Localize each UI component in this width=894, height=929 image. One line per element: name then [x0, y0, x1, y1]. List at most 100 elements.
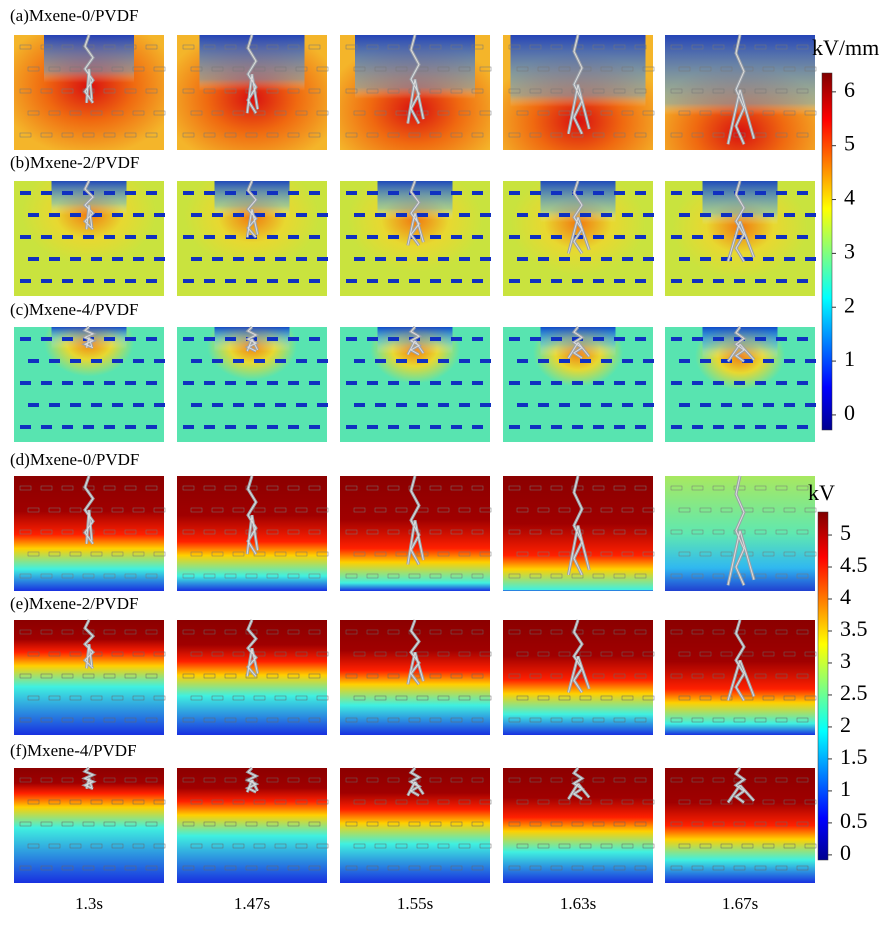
filler	[614, 279, 625, 283]
filler	[593, 337, 604, 341]
filler	[104, 425, 115, 429]
panel	[340, 619, 492, 735]
filler	[266, 44, 279, 50]
filler	[133, 213, 144, 217]
filler	[132, 110, 145, 116]
filler	[670, 529, 683, 535]
filler	[133, 359, 144, 363]
filler	[388, 425, 399, 429]
filler	[245, 485, 258, 491]
filler	[295, 843, 308, 849]
filler	[600, 843, 613, 849]
filler	[754, 865, 767, 871]
filler	[61, 132, 74, 138]
filler	[550, 88, 563, 94]
filler	[593, 279, 604, 283]
filler	[530, 279, 541, 283]
filler	[19, 629, 32, 635]
panel	[665, 475, 817, 591]
filler	[755, 279, 766, 283]
filler	[395, 843, 408, 849]
filler	[145, 673, 158, 679]
filler	[516, 507, 529, 513]
filler	[374, 695, 387, 701]
filler	[479, 551, 492, 557]
filler	[634, 88, 647, 94]
filler	[517, 359, 528, 363]
filler	[124, 573, 137, 579]
filler	[775, 132, 788, 138]
filler	[713, 337, 724, 341]
filler	[429, 132, 442, 138]
filler	[103, 529, 116, 535]
filler	[28, 359, 39, 363]
filler	[287, 529, 300, 535]
filler	[613, 865, 626, 871]
filler	[438, 213, 449, 217]
filler	[288, 191, 299, 195]
colorbar-tick-label: 4	[840, 584, 851, 609]
filler	[245, 717, 258, 723]
filler	[437, 799, 450, 805]
filler	[91, 257, 102, 261]
filler	[558, 695, 571, 701]
filler	[317, 257, 328, 261]
filler	[274, 799, 287, 805]
filler	[111, 799, 124, 805]
filler	[784, 403, 795, 407]
filler	[366, 629, 379, 635]
filler	[295, 66, 308, 72]
filler	[145, 88, 158, 94]
filler	[634, 485, 647, 491]
filler	[712, 673, 725, 679]
filler	[232, 843, 245, 849]
filler	[642, 799, 655, 805]
filler	[550, 629, 563, 635]
filler	[762, 551, 775, 557]
filler	[395, 507, 408, 513]
filler	[353, 695, 366, 701]
filler	[40, 865, 53, 871]
filler	[19, 485, 32, 491]
filler	[409, 381, 420, 385]
filler	[145, 573, 158, 579]
filler	[308, 485, 321, 491]
filler	[776, 425, 787, 429]
filler	[246, 279, 257, 283]
filler	[233, 213, 244, 217]
filler	[367, 279, 378, 283]
filler	[190, 66, 203, 72]
filler	[182, 529, 195, 535]
filler	[450, 821, 463, 827]
filler	[775, 821, 788, 827]
filler	[437, 507, 450, 513]
filler	[48, 695, 61, 701]
filler	[579, 843, 592, 849]
filler	[246, 381, 257, 385]
panel	[503, 767, 655, 883]
filler	[211, 799, 224, 805]
filler	[145, 132, 158, 138]
filler	[182, 777, 195, 783]
filler	[592, 44, 605, 50]
filler	[508, 88, 521, 94]
filler	[438, 359, 449, 363]
filler	[233, 359, 244, 363]
row-label: (e)Mxene-2/PVDF	[10, 594, 138, 613]
filler	[296, 359, 307, 363]
filler	[508, 717, 521, 723]
filler	[253, 507, 266, 513]
filler	[309, 191, 320, 195]
tree-core	[83, 767, 95, 790]
filler	[700, 359, 711, 363]
filler	[559, 257, 570, 261]
filler	[679, 257, 690, 261]
filler	[190, 843, 203, 849]
filler	[699, 551, 712, 557]
filler	[345, 485, 358, 491]
filler	[396, 213, 407, 217]
filler	[579, 799, 592, 805]
filler	[558, 843, 571, 849]
filler	[471, 573, 484, 579]
filler	[316, 799, 329, 805]
